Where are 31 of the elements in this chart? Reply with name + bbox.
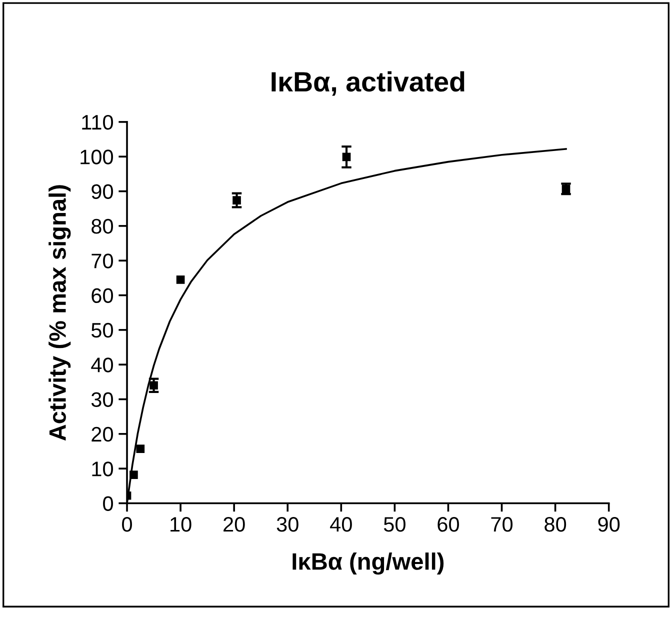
x-tick-label: 10 [170, 516, 192, 532]
x-tick-label: 20 [224, 516, 245, 532]
y-tick-label: 90 [92, 184, 113, 200]
x-axis-title: IκBα (ng/well) [292, 552, 444, 575]
y-tick-label: 30 [91, 392, 113, 408]
x-tick-label: 30 [276, 516, 298, 532]
x-tick-label: 0 [122, 516, 132, 532]
chart-title: IκBα, activated [272, 71, 464, 96]
x-tick-label: 80 [544, 516, 566, 532]
y-tick-label: 50 [91, 322, 113, 338]
y-tick-label: 0 [103, 496, 113, 511]
point [232, 196, 241, 204]
y-tick-label: 70 [92, 254, 113, 268]
point [136, 444, 145, 453]
x-tick-label: 50 [384, 516, 406, 532]
y-tick-label: 110 [82, 114, 113, 130]
y-tick-label: 80 [92, 218, 113, 234]
point [150, 381, 158, 390]
y-tick-label: 40 [91, 358, 113, 372]
y-tick-label: 10 [92, 462, 113, 476]
x-tick-label: 40 [330, 516, 352, 532]
point [130, 470, 138, 479]
y-tick-label: 20 [92, 426, 113, 442]
y-axis-title: Activity (% max signal) [48, 185, 71, 441]
x-tick-label: 60 [438, 516, 459, 532]
x-tick-label: 90 [598, 516, 620, 532]
point [342, 152, 351, 162]
y-tick-label: 60 [92, 288, 113, 304]
point [176, 275, 185, 284]
y-tick-label: 100 [80, 150, 113, 164]
x-tick-label: 70 [491, 516, 513, 532]
